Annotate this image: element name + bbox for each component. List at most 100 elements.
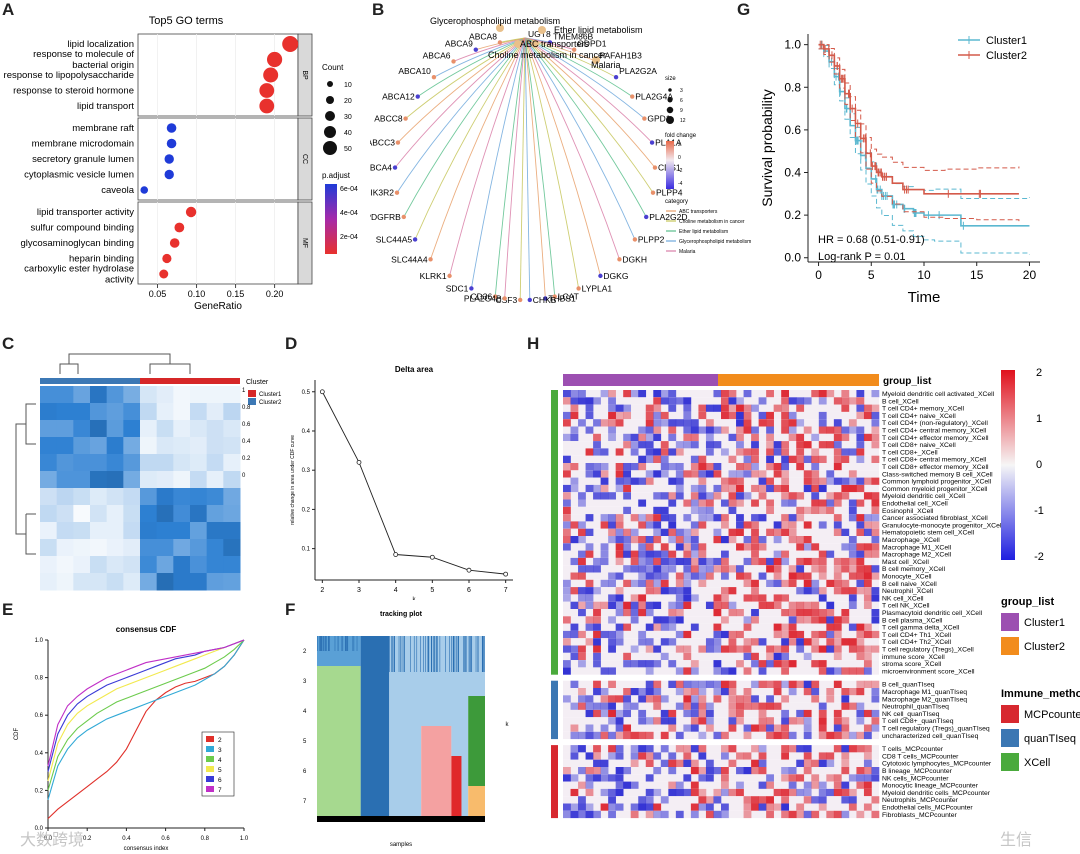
heat-cell xyxy=(585,484,594,493)
legend-method-label-XCell: XCell xyxy=(1024,757,1050,769)
heat-cell xyxy=(811,781,820,789)
track-block-r4-3 xyxy=(421,756,452,786)
hub-label-choline: Choline metabolism in cancer xyxy=(488,50,606,60)
heat-cell xyxy=(585,803,594,811)
heat-cell xyxy=(773,528,782,536)
heat-cell xyxy=(668,426,677,434)
legend-group-title: group_list xyxy=(1001,596,1055,608)
heat-cell xyxy=(585,587,594,595)
heat-cell xyxy=(578,731,586,740)
heat-cell xyxy=(638,638,647,646)
heat-cell xyxy=(638,543,647,551)
row-label: Macrophage M1_quanTIseq xyxy=(882,689,967,696)
heat-cell xyxy=(56,454,74,472)
heat-cell xyxy=(818,411,827,420)
heat-cell xyxy=(863,579,872,588)
heat-cell xyxy=(751,543,759,551)
heat-cell xyxy=(56,403,74,421)
heat-row-bg xyxy=(563,492,879,500)
term-label: activity xyxy=(105,275,134,286)
heat-cell xyxy=(758,397,767,405)
heat-cell xyxy=(615,419,624,427)
heat-row-bg xyxy=(563,717,879,725)
delta-point xyxy=(466,567,472,573)
heat-cell xyxy=(593,609,601,617)
heat-cell xyxy=(623,550,632,558)
heat-cell xyxy=(623,411,632,420)
heat-cell xyxy=(106,488,124,506)
heat-cell xyxy=(713,796,722,804)
heat-cell xyxy=(585,638,594,646)
legend-size-dot xyxy=(667,97,673,103)
gene-label-LYPLA1: LYPLA1 xyxy=(582,283,613,293)
legend-cat-label: Glycerophospholipid metabolism xyxy=(679,239,751,245)
heat-cell xyxy=(638,455,647,463)
legend-swatch-Cluster2 xyxy=(248,398,256,405)
heat-cell xyxy=(833,572,842,580)
heat-cell xyxy=(743,803,752,811)
legend-method-swatch-MCPcounter xyxy=(1001,705,1019,723)
heat-cell xyxy=(40,522,58,540)
facet-strip-BP xyxy=(297,33,313,117)
row-label: T cell CD8+ naive_XCell xyxy=(882,442,956,449)
heat-cell xyxy=(856,702,865,710)
heat-cell xyxy=(841,426,850,434)
heat-cell xyxy=(751,528,759,536)
row-label: B cell_XCell xyxy=(882,398,919,405)
heat-cell xyxy=(630,645,639,653)
heat-cell xyxy=(818,731,827,740)
heat-cell xyxy=(766,506,774,515)
legend-fc-tick: 2 xyxy=(678,142,681,148)
heat-cell xyxy=(743,752,752,760)
heat-cell xyxy=(690,667,699,675)
heat-cell xyxy=(705,514,714,522)
heat-cell xyxy=(570,731,579,740)
heat-cell xyxy=(645,543,654,551)
heat-cell xyxy=(796,565,805,573)
heat-cell xyxy=(156,403,174,421)
heat-cell xyxy=(826,492,835,500)
heat-cell xyxy=(743,731,752,740)
heat-cell xyxy=(608,601,616,609)
heat-cell xyxy=(578,557,586,566)
dot-MF-1 xyxy=(174,222,185,233)
legend-swatch-Cluster1 xyxy=(248,390,256,397)
heat-cell xyxy=(758,594,767,602)
heat-cell xyxy=(803,652,812,661)
heat-cell xyxy=(638,390,647,398)
heat-cell xyxy=(863,550,872,558)
heat-cell xyxy=(781,499,790,507)
heat-cell xyxy=(721,484,729,493)
heat-cell xyxy=(660,638,669,646)
heat-cell xyxy=(863,709,872,718)
heat-cell xyxy=(803,455,812,463)
heat-cell xyxy=(826,579,835,588)
heat-cell xyxy=(675,557,684,566)
heat-cell xyxy=(638,594,647,602)
heat-cell xyxy=(578,695,586,703)
heat-cell xyxy=(803,521,812,529)
heat-cell xyxy=(585,594,594,602)
heat-cell xyxy=(675,441,684,449)
x-tick-label: 5 xyxy=(430,587,434,594)
heat-row-bg xyxy=(563,448,879,456)
heat-cell xyxy=(630,565,639,573)
heat-cell xyxy=(570,521,579,529)
heat-cell xyxy=(40,403,58,421)
heat-cell xyxy=(818,426,827,434)
gene-node-ABCC8 xyxy=(403,116,408,121)
heat-cell xyxy=(668,609,677,617)
heat-cell xyxy=(833,616,842,624)
heat-row-bg xyxy=(563,781,879,789)
heat-cell xyxy=(848,470,857,478)
heat-cell xyxy=(615,774,624,782)
heat-cell xyxy=(781,803,790,811)
heat-cell xyxy=(698,767,707,775)
row-label: Macrophage M2_quanTIseq xyxy=(882,696,967,703)
heat-cell xyxy=(796,506,805,515)
heat-cell xyxy=(668,550,677,558)
heat-cell xyxy=(721,667,729,675)
heat-cell xyxy=(206,488,224,506)
heat-cell xyxy=(826,426,835,434)
heat-cell xyxy=(683,514,692,522)
